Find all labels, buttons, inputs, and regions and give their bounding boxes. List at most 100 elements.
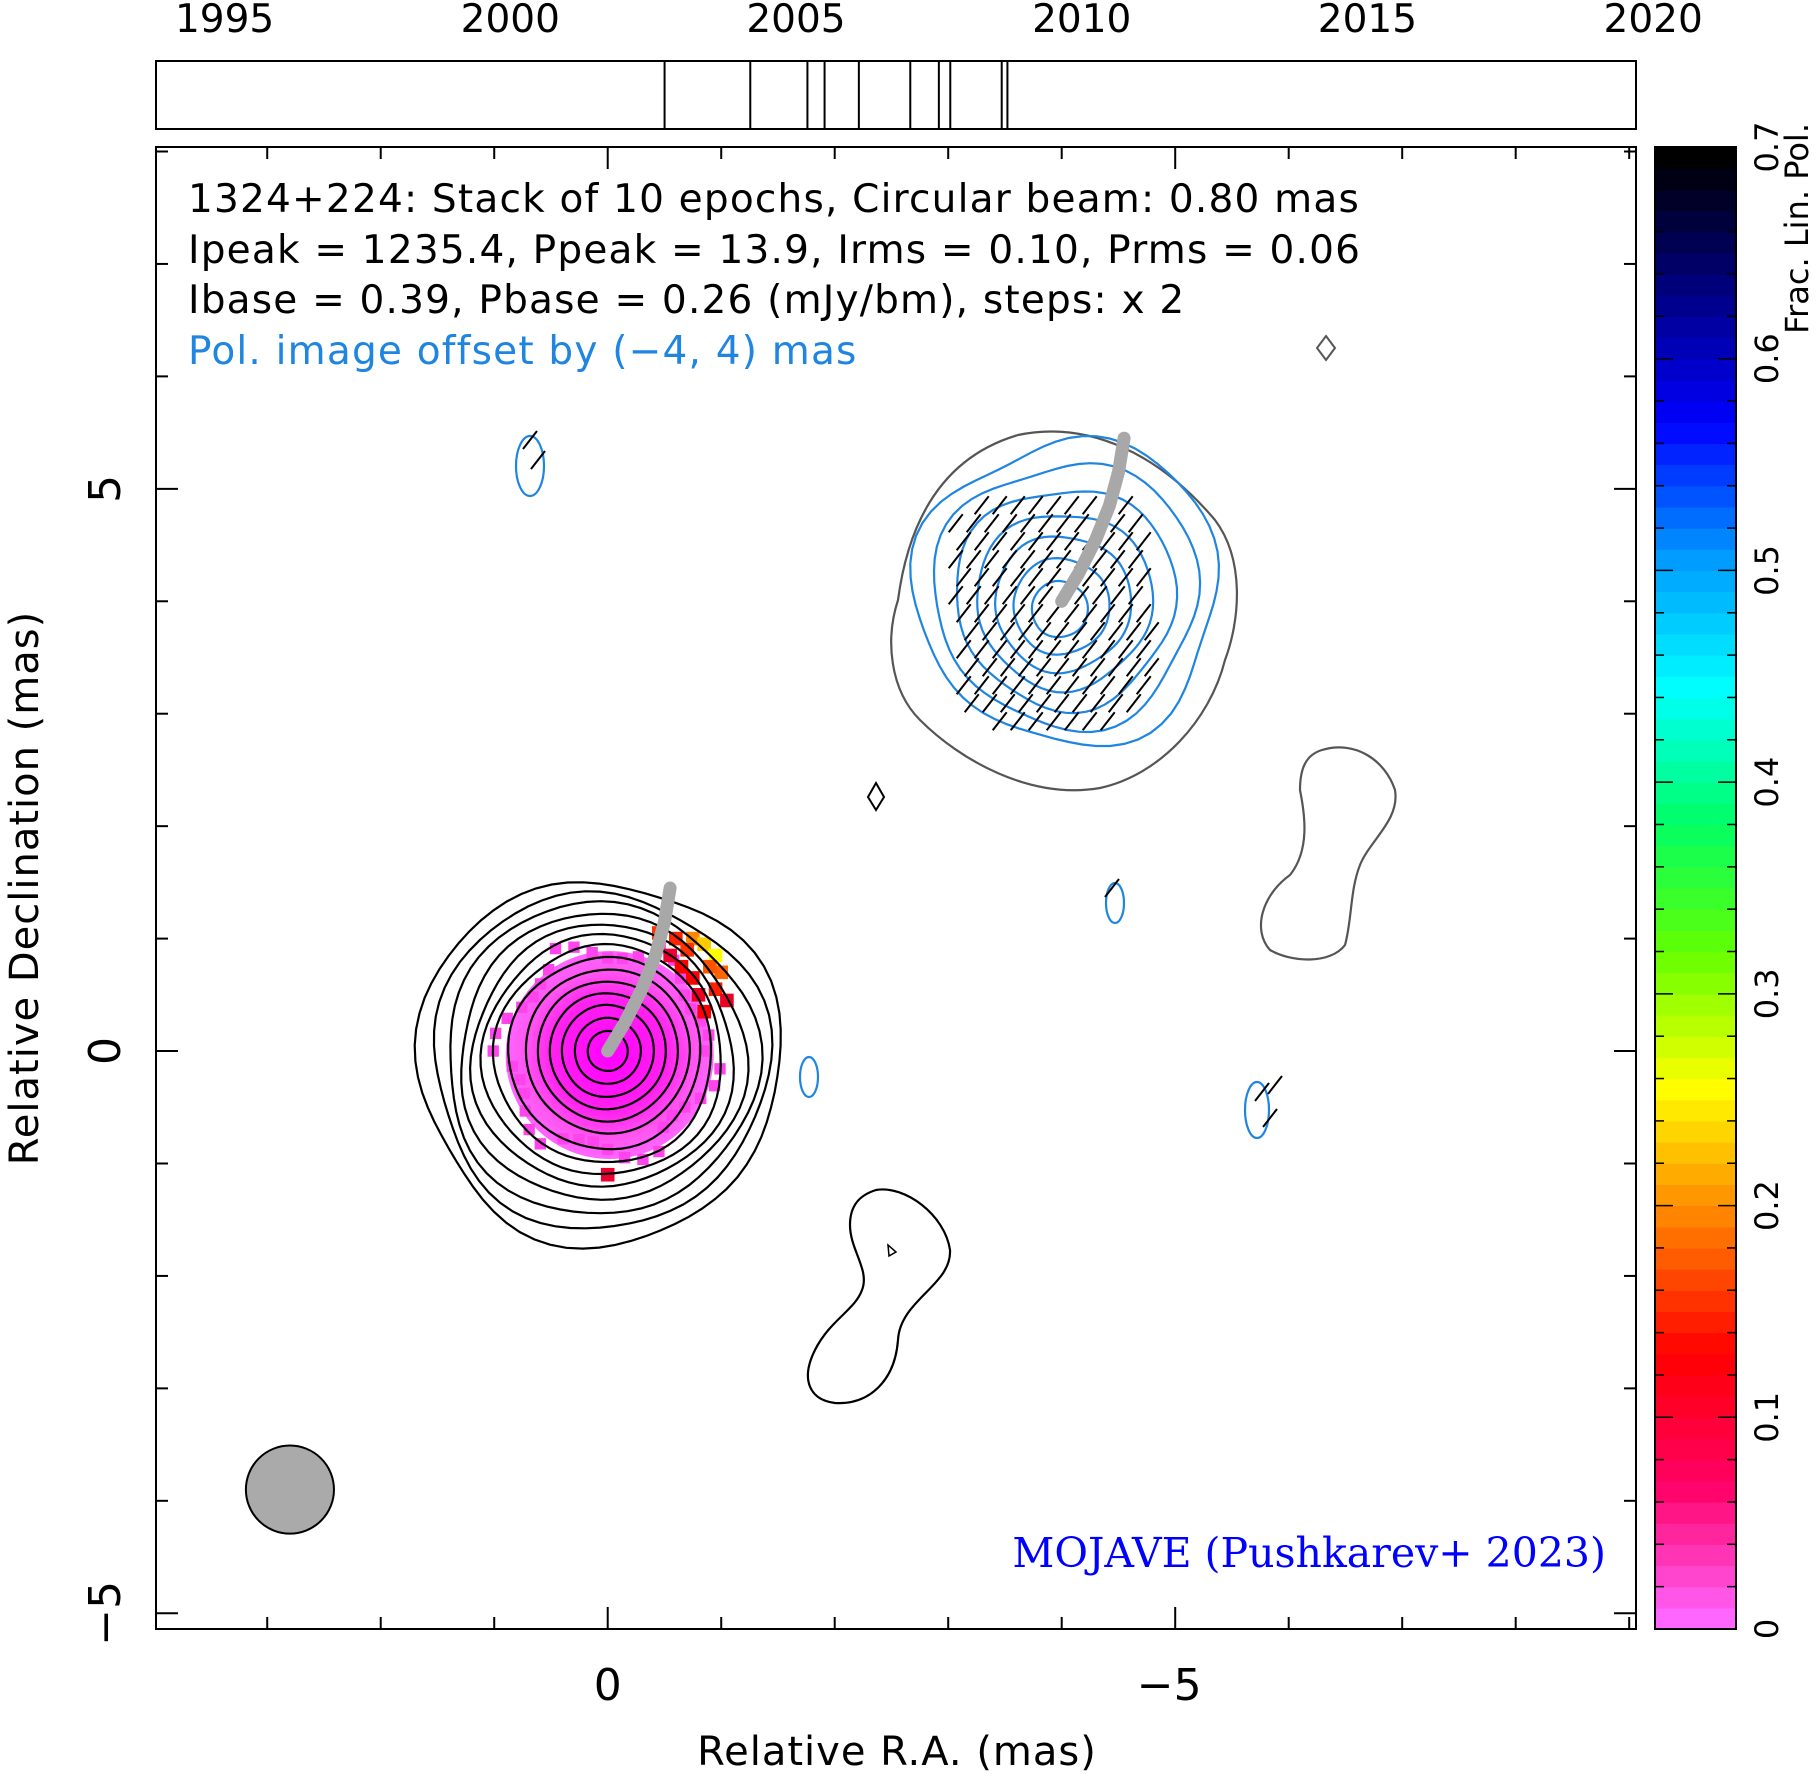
colorbar-band (1655, 401, 1736, 423)
frac-pol-pixel (568, 941, 580, 953)
evpa-stick (1127, 585, 1144, 605)
evpa-stick (1045, 531, 1062, 551)
colorbar-band (1655, 358, 1736, 381)
evpa-stick (1027, 567, 1044, 587)
colorbar-band (1655, 231, 1736, 254)
frac-pol-pixel (694, 1015, 706, 1027)
evpa-stick (991, 531, 1008, 551)
colorbar-band (1655, 1459, 1736, 1482)
annotation-line-3: Ibase = 0.39, Pbase = 0.26 (mJy/bm), ste… (188, 278, 1185, 323)
pol-contour (909, 434, 1221, 748)
colorbar-band (1655, 1120, 1736, 1143)
evpa-stick (522, 430, 538, 450)
evpa-stick (1143, 657, 1160, 677)
evpa-stick (955, 639, 972, 659)
evpa-stick (1117, 675, 1134, 695)
frac-pol-pixel (549, 942, 562, 955)
evpa-stick (1019, 513, 1036, 533)
evpa-stick (991, 711, 1008, 731)
evpa-stick (1071, 657, 1088, 677)
pol-contour (1030, 579, 1090, 639)
evpa-stick (1063, 711, 1080, 731)
frac-pol-pixel (518, 1087, 530, 1100)
axis-tick-labels: 0 −5 5 0 −5 (80, 475, 1202, 1711)
colorbar-band (1655, 760, 1736, 783)
colorbar-band (1655, 782, 1736, 804)
x-axis-label: Relative R.A. (mas) (697, 1729, 1097, 1775)
colorbar-band (1655, 1163, 1736, 1185)
colorbar-band (1655, 718, 1736, 741)
evpa-stick (1089, 621, 1106, 641)
colorbar-band (1655, 655, 1736, 677)
colorbar-ticks (1655, 146, 1736, 1630)
colorbar-band (1655, 1184, 1736, 1207)
evpa-stick (1009, 531, 1026, 551)
colorbar-band (1655, 1501, 1736, 1524)
outer-i-contour-east (1259, 746, 1397, 961)
evpa-stick (1254, 1082, 1270, 1102)
evpa-stick (1001, 513, 1018, 533)
evpa-stick (991, 603, 1008, 623)
frac-pol-pixel (516, 1001, 528, 1013)
frac-pol-pixel (519, 1105, 531, 1117)
pol-contour-fragment (1243, 1080, 1271, 1140)
evpa-stick (981, 693, 998, 713)
outer-i-contour-south (806, 1188, 952, 1405)
colorbar-band (1655, 1438, 1736, 1461)
evpa-stick (1053, 657, 1070, 677)
colorbar-tick-label: 0.5 (1748, 545, 1786, 596)
evpa-stick (1099, 675, 1116, 695)
evpa-stick (1107, 693, 1124, 713)
evpa-stick (1063, 495, 1080, 515)
evpa-stick (1099, 603, 1116, 623)
colorbar-band (1655, 1142, 1736, 1164)
evpa-stick (1117, 603, 1134, 623)
axis-ticks (156, 147, 1636, 1629)
evpa-stick (1109, 585, 1126, 605)
evpa-stick (1027, 711, 1044, 731)
stokes-i-contour (468, 923, 735, 1188)
evpa-stick (983, 513, 1000, 533)
evpa-stick (1091, 549, 1108, 569)
frac-pol-pixel (637, 1153, 649, 1166)
outer-i-blip (866, 780, 886, 812)
evpa-stick (1063, 531, 1080, 551)
evpa-stick (1055, 513, 1072, 533)
colorbar-band (1655, 1523, 1736, 1545)
timeline-year-label: 1995 (175, 0, 274, 42)
colorbar-band (1655, 1374, 1736, 1397)
evpa-stick (1045, 567, 1062, 587)
evpa-stick (1117, 531, 1134, 551)
colorbar-band (1655, 210, 1736, 233)
colorbar-band (1655, 739, 1736, 762)
evpa-stick (1125, 693, 1142, 713)
evpa-stick (1045, 495, 1062, 515)
frac-pol-pixel (714, 965, 729, 980)
evpa-stick (1035, 657, 1052, 677)
frac-pol-pixel (573, 1133, 585, 1146)
beam-ellipse (244, 1444, 335, 1535)
evpa-stick (1109, 549, 1126, 569)
evpa-stick (1045, 603, 1062, 623)
colorbar-band (1655, 1078, 1736, 1101)
evpa-stick (1009, 603, 1026, 623)
colorbar-band (1655, 803, 1736, 826)
colorbar-band (1655, 972, 1736, 995)
x-tick-label: 0 (594, 1660, 622, 1711)
outer-i-blip (887, 1243, 898, 1258)
colorbar-bands (1655, 147, 1736, 1630)
pol-contour-fragment (798, 1055, 820, 1099)
colorbar-band (1655, 888, 1736, 910)
evpa-stick (973, 567, 990, 587)
evpa-stick (947, 513, 964, 533)
evpa-stick (991, 495, 1008, 515)
evpa-stick (1081, 639, 1098, 659)
stokes-i-contours (413, 881, 782, 1250)
colorbar-band (1655, 252, 1736, 275)
evpa-stick (955, 603, 972, 623)
evpa-stick (973, 531, 990, 551)
colorbar-band (1655, 422, 1736, 444)
evpa-stick (1089, 693, 1106, 713)
evpa-stick (1045, 675, 1062, 695)
evpa-stick (1262, 1108, 1278, 1128)
